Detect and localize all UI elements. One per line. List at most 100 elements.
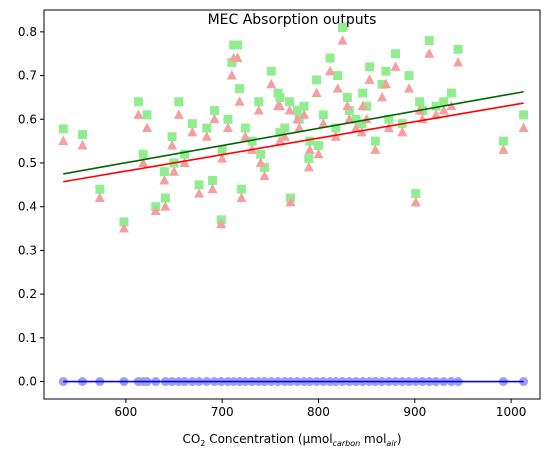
point-s0-22: [254, 97, 264, 107]
plot-frame: [43, 9, 541, 400]
x-tick-label-4: 1000: [496, 405, 527, 419]
point-s1-30: [304, 144, 315, 154]
point-s0-57: [275, 92, 285, 102]
point-s0-4: [133, 97, 143, 107]
point-s0-20: [240, 123, 250, 133]
point-s1-55: [226, 70, 237, 80]
x-axis-ticks: 600 700 800 900 1000: [114, 399, 526, 419]
point-s1-53: [498, 144, 509, 154]
point-s1-28: [292, 113, 303, 124]
point-s0-50: [439, 97, 449, 107]
point-s0-45: [404, 71, 414, 81]
point-s0-73: [304, 154, 314, 164]
point-s0-34: [331, 123, 341, 133]
point-s1-29: [299, 109, 310, 119]
point-s1-33: [325, 65, 336, 76]
y-tick-label-7: 0.7: [18, 69, 37, 83]
point-s1-32: [318, 118, 329, 128]
point-s0-9: [167, 132, 177, 142]
point-s0-19: [235, 84, 245, 94]
point-s0-69: [313, 140, 323, 150]
point-s0-63: [362, 101, 372, 111]
point-s0-59: [333, 71, 343, 81]
point-s0-6: [142, 110, 152, 120]
point-s0-74: [415, 97, 425, 107]
point-s1-13: [194, 188, 205, 198]
point-s0-33: [325, 53, 335, 63]
y-axis-ticks: 0.0 0.1 0.2 0.3 0.4 0.5 0.6 0.7 0.8: [18, 25, 44, 389]
point-s0-32: [318, 110, 328, 120]
point-s1-40: [370, 144, 381, 154]
point-s0-39: [365, 62, 375, 72]
point-s1-24: [266, 78, 277, 89]
point-s1-14: [201, 131, 212, 141]
point-s1-17: [222, 122, 233, 133]
point-s1-50: [438, 105, 449, 115]
point-s1-16: [216, 218, 227, 229]
point-s1-42: [383, 122, 394, 133]
point-s1-2: [94, 192, 105, 202]
point-s1-70: [356, 126, 367, 137]
point-s0-68: [275, 127, 285, 137]
point-s1-9: [167, 139, 178, 150]
point-s1-67: [217, 153, 228, 163]
x-axis-label: CO2 Concentration (µmolcarbon molair): [182, 432, 401, 448]
point-s0-49: [431, 101, 441, 111]
point-s1-23: [259, 170, 270, 181]
point-s0-61: [256, 149, 266, 159]
point-s1-19: [234, 96, 245, 106]
point-s1-11: [179, 157, 190, 167]
point-s0-2: [95, 184, 105, 194]
y-tick-label-5: 0.5: [18, 156, 37, 170]
y-tick-label-6: 0.6: [18, 112, 37, 126]
point-s0-8: [160, 193, 170, 203]
point-s0-14: [202, 123, 212, 133]
point-s0-71: [159, 167, 169, 177]
fit-lines: [63, 90, 524, 383]
point-s0-72: [236, 184, 246, 194]
point-s0-26: [280, 123, 290, 133]
point-s1-7: [150, 205, 161, 216]
point-s1-58: [284, 105, 295, 115]
point-s1-27: [285, 196, 296, 207]
point-s1-39: [364, 74, 375, 84]
point-s1-49: [430, 109, 441, 119]
point-s0-13: [194, 180, 204, 190]
point-s1-68: [274, 135, 285, 146]
point-s1-22: [253, 105, 264, 115]
point-s0-42: [384, 114, 394, 124]
point-s0-43: [391, 49, 401, 59]
point-s1-72: [236, 192, 247, 202]
point-s0-10: [174, 97, 184, 107]
point-s0-48: [424, 36, 434, 46]
y-tick-label-1: 0.1: [18, 331, 37, 345]
point-s0-24: [266, 66, 276, 76]
point-s0-36: [344, 106, 354, 116]
point-s1-41: [377, 91, 388, 102]
point-s0-12: [187, 119, 197, 129]
fit-line-1: [63, 102, 524, 183]
x-tick-label-3: 900: [403, 405, 426, 419]
point-s1-62: [294, 122, 305, 133]
point-s1-38: [357, 100, 368, 111]
point-s1-47: [417, 113, 428, 124]
point-s1-61: [255, 157, 266, 167]
point-s1-64: [380, 78, 391, 89]
point-s0-67: [217, 145, 227, 155]
point-s1-1: [77, 139, 88, 150]
point-s1-26: [279, 131, 290, 141]
fit-line-0: [63, 90, 524, 175]
point-s0-35: [338, 22, 348, 32]
y-tick-label-0: 0.0: [18, 375, 37, 389]
point-s1-37: [351, 122, 362, 133]
point-s0-5: [138, 149, 148, 159]
point-s1-0: [58, 135, 69, 146]
point-s1-5: [138, 157, 149, 167]
y-tick-label-3: 0.3: [18, 243, 37, 257]
point-s0-38: [358, 88, 368, 98]
point-s1-4: [133, 109, 144, 119]
point-s1-36: [344, 113, 355, 124]
point-s1-31: [311, 87, 322, 98]
